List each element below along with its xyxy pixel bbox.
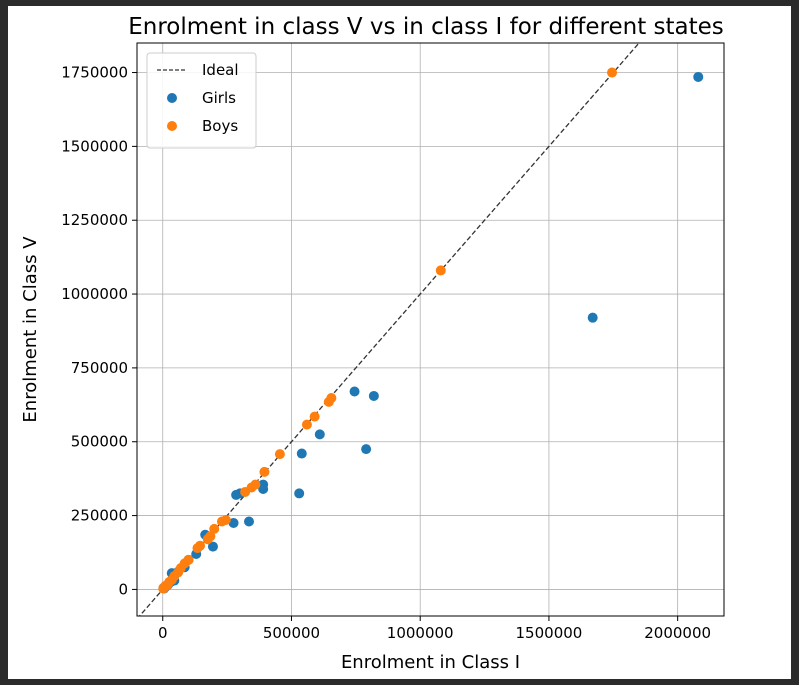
y-tick-label: 1500000 [61, 137, 128, 155]
ideal-line [138, 43, 640, 616]
data-point-girls [258, 483, 269, 494]
data-point-boys [202, 534, 213, 545]
data-point-boys [240, 486, 251, 497]
data-point-girls [231, 489, 242, 500]
x-tick-label: 500000 [263, 624, 320, 642]
legend-girls-label: Girls [202, 89, 236, 107]
legend: Ideal Girls Boys [146, 52, 257, 149]
data-point-girls [296, 448, 307, 459]
y-tick-label: 0 [118, 580, 128, 598]
data-point-girls [228, 517, 239, 528]
data-point-boys [209, 523, 220, 534]
chart-figure: Enrolment in class V vs in class I for d… [8, 6, 791, 679]
data-point-girls [243, 516, 254, 527]
data-point-girls [207, 541, 218, 552]
y-axis-label: Enrolment in Class V [20, 236, 41, 423]
axis-ticks: 0 500000 1000000 1500000 2000000 0 250000 50000… [61, 64, 711, 642]
data-point-boys [192, 543, 203, 554]
x-axis-label: Enrolment in Class I [341, 652, 520, 673]
data-point-girls [693, 71, 704, 82]
plot-frame [136, 42, 725, 617]
data-point-girls [368, 390, 379, 401]
plot-area [138, 43, 704, 616]
chart-title: Enrolment in class V vs in class I for d… [128, 14, 724, 40]
legend-boys-swatch [167, 121, 177, 131]
y-tick-label: 1000000 [61, 285, 128, 303]
data-point-boys [435, 265, 446, 276]
data-point-boys [259, 466, 270, 477]
x-tick-label: 1000000 [387, 624, 454, 642]
data-point-girls [349, 386, 360, 397]
y-tick-label: 250000 [71, 507, 128, 525]
legend-ideal-label: Ideal [202, 61, 239, 79]
legend-boys-label: Boys [202, 117, 238, 135]
data-point-girls [361, 444, 372, 455]
data-point-boys [158, 583, 169, 594]
scatter-chart: Enrolment in class V vs in class I for d… [20, 14, 725, 673]
data-point-boys [323, 396, 334, 407]
data-point-boys [274, 449, 285, 460]
data-point-girls [587, 312, 598, 323]
y-tick-label: 1250000 [61, 211, 128, 229]
data-point-boys [301, 419, 312, 430]
x-tick-label: 2000000 [644, 624, 711, 642]
x-tick-label: 0 [158, 624, 168, 642]
data-point-boys [216, 516, 227, 527]
y-tick-label: 1750000 [61, 64, 128, 82]
x-tick-label: 1500000 [516, 624, 583, 642]
y-tick-label: 750000 [71, 359, 128, 377]
y-tick-label: 500000 [71, 433, 128, 451]
data-point-girls [294, 488, 305, 499]
legend-girls-swatch [167, 93, 177, 103]
series-boys [158, 67, 618, 594]
data-point-boys [607, 67, 618, 78]
data-point-girls [314, 429, 325, 440]
data-point-boys [309, 411, 320, 422]
